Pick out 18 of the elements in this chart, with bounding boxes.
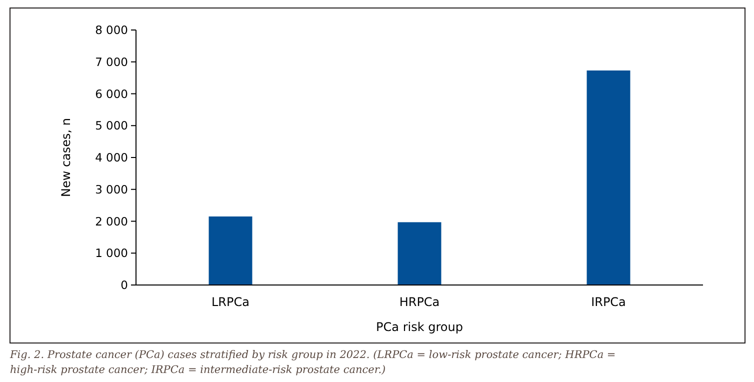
y-tick-label: 5 000 [95,118,128,133]
x-tick-label: HRPCa [399,295,440,309]
x-axis-title: PCa risk group [376,320,463,334]
x-tick-label: LRPCa [212,295,250,309]
y-tick-label: 2 000 [95,214,128,228]
bar [586,70,630,285]
bar [208,216,252,285]
y-tick-label: 0 [120,278,128,292]
y-tick-label: 8 000 [95,23,128,38]
x-tick-label: IRPCa [591,295,626,309]
y-tick-label: 1 000 [95,246,128,260]
y-tick-label: 3 000 [95,182,128,196]
y-axis-title: New cases, n [59,118,73,198]
y-tick-label: 7 000 [95,54,128,69]
caption: Fig. 2. Prostate cancer (PCa) cases stratified by risk group in 2022. (LRPCa = low-risk prostate cancer; HRPCa = high-risk prostate cancer; IRPCa = intermediate-risk prostate cancer.) [9,349,616,376]
bar [398,222,442,285]
y-tick-label: 6 000 [95,86,128,101]
y-tick-label: 4 000 [95,150,128,165]
